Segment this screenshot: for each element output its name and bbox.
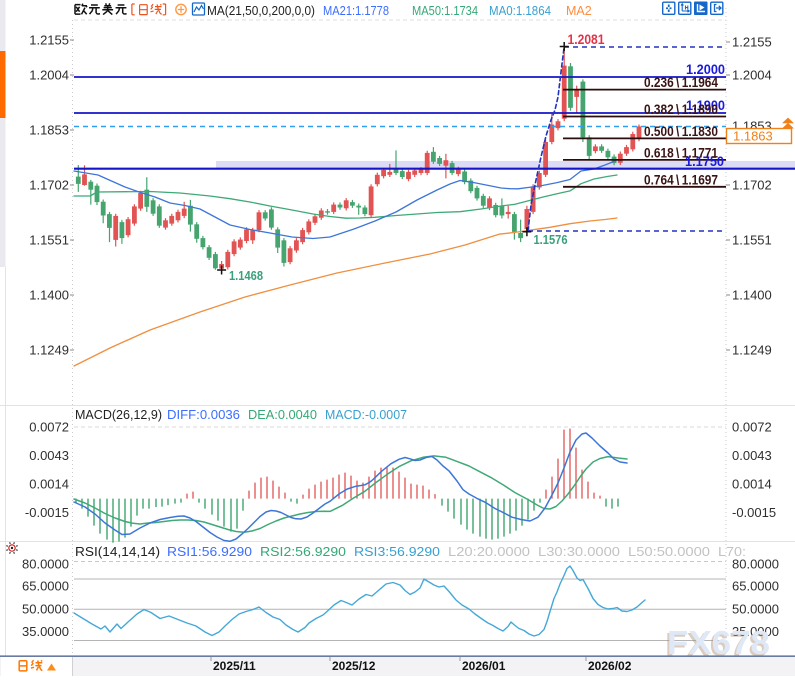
svg-text:2026/01: 2026/01 bbox=[462, 659, 506, 673]
svg-text:1.1249: 1.1249 bbox=[732, 343, 772, 358]
svg-text:0.0072: 0.0072 bbox=[732, 420, 772, 435]
svg-text:L50:50.0000: L50:50.0000 bbox=[628, 544, 710, 559]
svg-text:L70:: L70: bbox=[718, 544, 746, 559]
svg-text:MA0:1.1864: MA0:1.1864 bbox=[489, 4, 551, 18]
svg-text:RSI1:56.9290: RSI1:56.9290 bbox=[167, 544, 252, 559]
svg-text:MA21:1.1778: MA21:1.1778 bbox=[323, 4, 389, 18]
svg-text:1.1900: 1.1900 bbox=[686, 98, 725, 113]
svg-text:80.0000: 80.0000 bbox=[732, 557, 779, 572]
svg-text:DIFF:0.0036: DIFF:0.0036 bbox=[167, 407, 240, 422]
svg-text:2026/02: 2026/02 bbox=[588, 659, 632, 673]
svg-text:1.2000: 1.2000 bbox=[686, 62, 725, 77]
svg-text:0.0043: 0.0043 bbox=[732, 448, 772, 463]
svg-text:1.2004: 1.2004 bbox=[732, 68, 772, 83]
svg-text:RSI(14,14,14): RSI(14,14,14) bbox=[75, 544, 160, 559]
svg-text:MACD(26,12,9): MACD(26,12,9) bbox=[75, 407, 162, 422]
svg-text:DEA:0.0040: DEA:0.0040 bbox=[248, 407, 317, 422]
svg-text:0.382 \ 1.1890: 0.382 \ 1.1890 bbox=[644, 102, 718, 117]
svg-text:1.1863: 1.1863 bbox=[733, 129, 773, 144]
svg-text:1.1400: 1.1400 bbox=[29, 288, 69, 303]
svg-text:FX678: FX678 bbox=[667, 624, 770, 661]
svg-text:1.2155: 1.2155 bbox=[29, 33, 69, 48]
svg-text:MACD:-0.0007: MACD:-0.0007 bbox=[325, 407, 407, 422]
svg-text:2025/11: 2025/11 bbox=[213, 659, 256, 673]
svg-text:50.0000: 50.0000 bbox=[732, 602, 779, 617]
svg-text:1.1551: 1.1551 bbox=[29, 233, 69, 248]
svg-text:-0.0015: -0.0015 bbox=[732, 505, 776, 520]
svg-text:35.0000: 35.0000 bbox=[22, 624, 69, 639]
svg-text:1.1702: 1.1702 bbox=[732, 178, 772, 193]
svg-text:0.764 \ 1.1697: 0.764 \ 1.1697 bbox=[644, 172, 718, 187]
svg-text:MA2: MA2 bbox=[566, 4, 592, 18]
svg-text:0.0072: 0.0072 bbox=[29, 420, 69, 435]
svg-text:0.0043: 0.0043 bbox=[29, 448, 69, 463]
svg-text:1.2004: 1.2004 bbox=[29, 68, 69, 83]
svg-text:L30:30.0000: L30:30.0000 bbox=[538, 544, 620, 559]
svg-text:1.2155: 1.2155 bbox=[732, 35, 772, 50]
svg-text:1.1702: 1.1702 bbox=[29, 178, 69, 193]
svg-text:1.2081: 1.2081 bbox=[568, 32, 605, 47]
svg-text:RSI3:56.9290: RSI3:56.9290 bbox=[354, 544, 440, 559]
svg-text:MA50:1.1734: MA50:1.1734 bbox=[412, 4, 478, 18]
svg-text:0.0014: 0.0014 bbox=[732, 477, 772, 492]
svg-text:65.0000: 65.0000 bbox=[22, 579, 69, 594]
svg-text:65.0000: 65.0000 bbox=[732, 579, 779, 594]
svg-text:L20:20.0000: L20:20.0000 bbox=[448, 544, 530, 559]
svg-text:2025/12: 2025/12 bbox=[332, 659, 376, 673]
svg-text:1.1249: 1.1249 bbox=[29, 343, 69, 358]
svg-text:0.236 \ 1.1964: 0.236 \ 1.1964 bbox=[644, 75, 718, 90]
svg-text:80.0000: 80.0000 bbox=[22, 557, 69, 572]
svg-text:0.618 \ 1.1771: 0.618 \ 1.1771 bbox=[644, 145, 718, 160]
svg-text:0.500 \ 1.1830: 0.500 \ 1.1830 bbox=[644, 124, 718, 139]
svg-text:1.1576: 1.1576 bbox=[534, 232, 568, 247]
svg-text:1.1853: 1.1853 bbox=[29, 123, 69, 138]
svg-text:1.1400: 1.1400 bbox=[732, 288, 772, 303]
svg-text:1.1468: 1.1468 bbox=[229, 268, 263, 283]
svg-text:35.0000: 35.0000 bbox=[732, 624, 779, 639]
svg-text:RSI2:56.9290: RSI2:56.9290 bbox=[260, 544, 346, 559]
svg-text:50.0000: 50.0000 bbox=[22, 602, 69, 617]
svg-text:-0.0015: -0.0015 bbox=[25, 505, 69, 520]
svg-text:0.0014: 0.0014 bbox=[29, 477, 69, 492]
svg-text:1.1750: 1.1750 bbox=[685, 154, 724, 169]
svg-text:1.1551: 1.1551 bbox=[732, 233, 772, 248]
svg-text:MA(21,50,0,200,0,0): MA(21,50,0,200,0,0) bbox=[207, 3, 315, 18]
